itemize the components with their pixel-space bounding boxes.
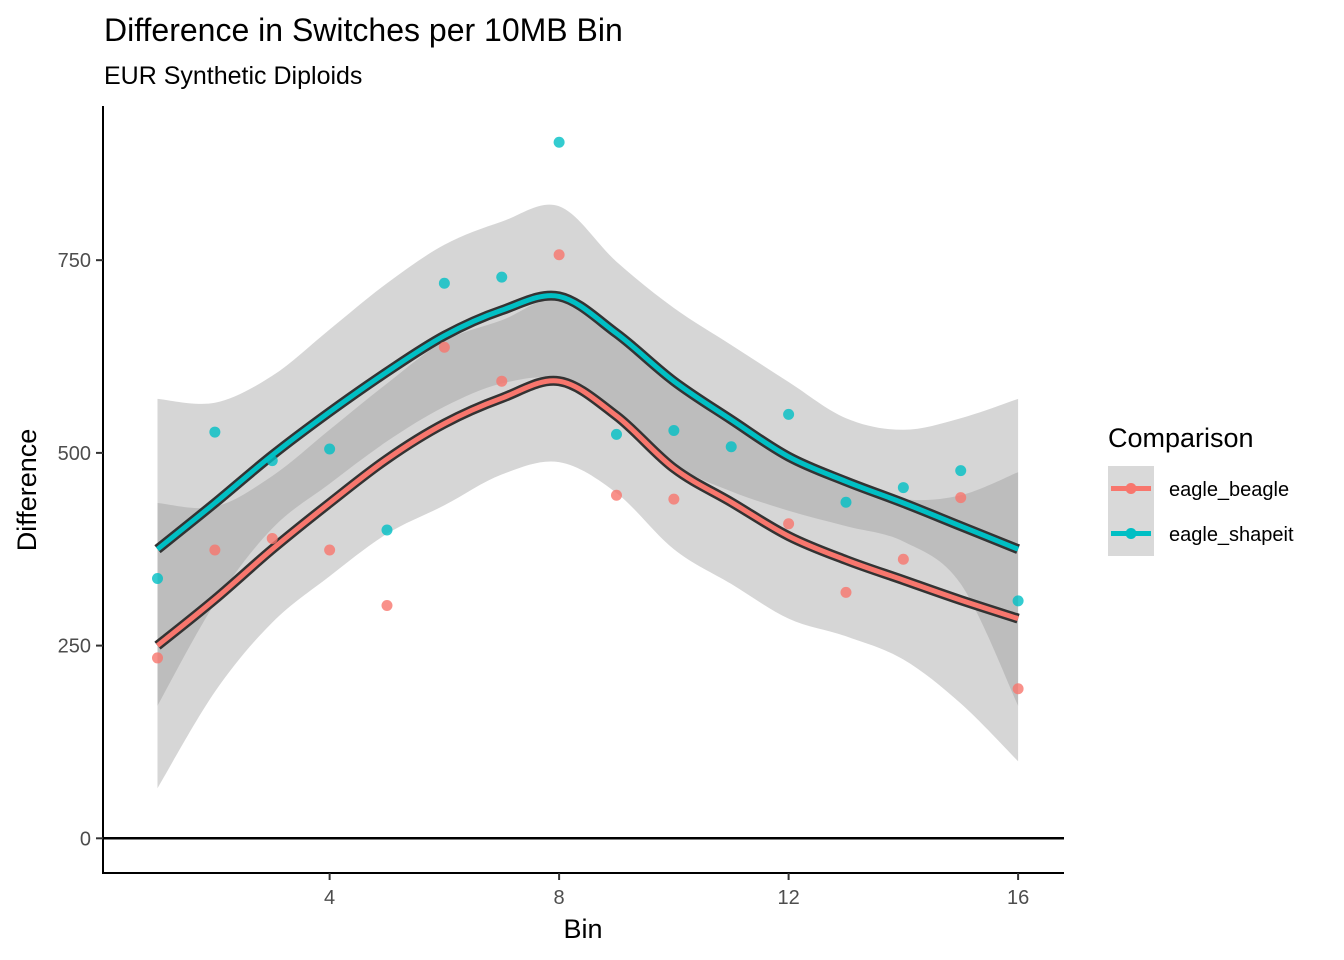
ci-band-eagle_beagle xyxy=(157,298,1019,789)
y-ticks: 0 250 500 750 xyxy=(58,250,103,850)
point-eagle_beagle-bin-3 xyxy=(266,532,278,544)
x-axis-title: Bin xyxy=(563,914,602,944)
smooth-line-eagle_beagle xyxy=(155,378,1019,648)
plot-area xyxy=(103,136,1064,840)
point-eagle_shapeit-bin-4 xyxy=(324,443,336,455)
point-eagle_shapeit-bin-10 xyxy=(668,425,680,437)
point-eagle_beagle-bin-10 xyxy=(668,493,680,505)
legend-title: Comparison xyxy=(1108,423,1254,453)
legend-label-eagle_beagle: eagle_beagle xyxy=(1169,479,1289,501)
x-tick-label-16: 16 xyxy=(1007,887,1029,909)
point-eagle_beagle-bin-4 xyxy=(324,544,336,556)
point-eagle_beagle-bin-9 xyxy=(610,489,622,501)
y-tick-label-750: 750 xyxy=(58,250,91,272)
point-eagle_shapeit-bin-13 xyxy=(840,496,852,508)
point-eagle_shapeit-bin-16 xyxy=(1012,595,1024,607)
point-eagle_beagle-bin-13 xyxy=(840,586,852,598)
legend-key-point-eagle_beagle xyxy=(1125,483,1137,494)
point-eagle_beagle-bin-14 xyxy=(897,553,909,565)
x-tick-label-12: 12 xyxy=(777,887,799,909)
point-eagle_shapeit-bin-9 xyxy=(610,428,622,440)
smooth-line-eagle_shapeit xyxy=(155,293,1020,552)
legend-key-point-eagle_shapeit xyxy=(1125,528,1137,539)
smooth-lines xyxy=(154,290,1020,650)
legend-entries: eagle_beagle eagle_shapeit xyxy=(1108,466,1294,556)
point-eagle_shapeit-bin-3 xyxy=(266,455,278,467)
point-eagle_beagle-bin-5 xyxy=(381,600,393,612)
data-points xyxy=(152,136,1024,695)
y-tick-label-500: 500 xyxy=(58,443,91,465)
x-tick-label-4: 4 xyxy=(324,887,335,909)
point-eagle_shapeit-bin-5 xyxy=(381,524,393,536)
point-eagle_shapeit-bin-15 xyxy=(955,465,967,477)
point-eagle_shapeit-bin-6 xyxy=(438,277,450,289)
point-eagle_beagle-bin-16 xyxy=(1012,683,1024,695)
legend-label-eagle_shapeit: eagle_shapeit xyxy=(1169,524,1294,546)
chart-title: Difference in Switches per 10MB Bin xyxy=(104,12,623,48)
point-eagle_shapeit-bin-1 xyxy=(152,573,164,585)
x-ticks: 4 8 12 16 xyxy=(324,873,1029,909)
point-eagle_beagle-bin-2 xyxy=(209,544,221,556)
y-tick-label-250: 250 xyxy=(58,636,91,658)
point-eagle_shapeit-bin-14 xyxy=(897,482,909,494)
axes: 4 8 12 16 0 250 500 750 xyxy=(58,106,1064,909)
point-eagle_beagle-bin-6 xyxy=(438,341,450,353)
y-axis-title: Difference xyxy=(12,429,42,552)
point-eagle_beagle-bin-8 xyxy=(553,249,565,261)
point-eagle_shapeit-bin-8 xyxy=(553,136,565,148)
confidence-bands xyxy=(157,204,1019,789)
point-eagle_shapeit-bin-12 xyxy=(783,408,795,420)
chart-subtitle: EUR Synthetic Diploids xyxy=(104,62,362,90)
point-eagle_shapeit-bin-7 xyxy=(496,271,508,283)
ci-band-eagle_shapeit xyxy=(157,204,1019,706)
point-eagle_beagle-bin-7 xyxy=(496,375,508,387)
point-eagle_shapeit-bin-11 xyxy=(725,441,737,453)
point-eagle_beagle-bin-1 xyxy=(152,652,164,664)
point-eagle_shapeit-bin-2 xyxy=(209,426,221,438)
point-eagle_beagle-bin-12 xyxy=(783,518,795,530)
x-tick-label-8: 8 xyxy=(554,887,565,909)
legend: Comparison eagle_beagle eagle_shapeit xyxy=(1108,423,1294,556)
point-eagle_beagle-bin-15 xyxy=(955,492,967,504)
y-tick-label-0: 0 xyxy=(80,828,91,850)
